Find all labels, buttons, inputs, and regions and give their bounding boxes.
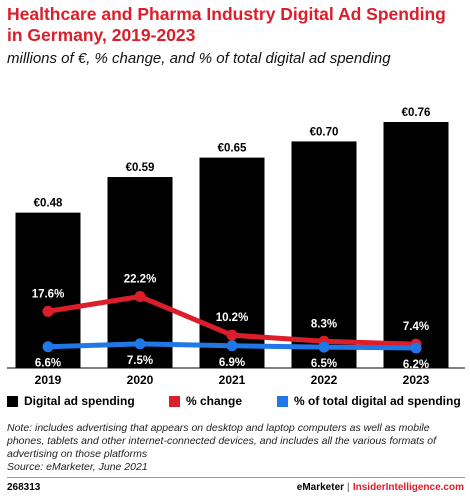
- chart-note: Note: includes advertising that appears …: [7, 422, 465, 474]
- bar-label-2019: €0.48: [34, 198, 63, 210]
- x-tick-2019: 2019: [35, 373, 62, 387]
- change-label-2020: 22.2%: [124, 274, 157, 286]
- share-point-2023: [410, 342, 422, 354]
- share-label-2019: 6.6%: [35, 358, 61, 370]
- bar-label-2022: €0.70: [310, 126, 339, 138]
- legend-item-bar: Digital ad spending: [7, 394, 135, 408]
- note-text: Note: includes advertising that appears …: [7, 422, 437, 460]
- share-label-2022: 6.5%: [311, 358, 337, 370]
- bar-label-2020: €0.59: [126, 162, 155, 174]
- chart-title: Healthcare and Pharma Industry Digital A…: [7, 4, 446, 45]
- bar-2022: [291, 141, 357, 368]
- x-tick-2023: 2023: [403, 373, 430, 387]
- x-tick-2022: 2022: [311, 373, 338, 387]
- change-point-2020: [134, 291, 146, 303]
- legend-item-change: % change: [169, 394, 242, 408]
- bar-label-2023: €0.76: [402, 107, 431, 119]
- chart-subtitle: millions of €, % change, and % of total …: [7, 50, 391, 67]
- brand-insider-link[interactable]: InsiderIntelligence.com: [352, 482, 464, 493]
- legend-swatch-bar: [7, 395, 18, 407]
- share-point-2020: [134, 338, 146, 350]
- share-point-2022: [318, 341, 330, 353]
- share-label-2021: 6.9%: [219, 357, 245, 369]
- x-tick-2021: 2021: [219, 373, 246, 387]
- legend-label-share: % of total digital ad spending: [294, 394, 461, 408]
- share-label-2023: 6.2%: [403, 359, 429, 371]
- footer-brand: eMarketer | InsiderIntelligence.com: [297, 482, 464, 493]
- share-point-2021: [226, 340, 238, 352]
- legend-item-share: % of total digital ad spending: [277, 394, 461, 408]
- legend: Digital ad spending % change % of total …: [7, 394, 467, 412]
- x-tick-2020: 2020: [127, 373, 154, 387]
- change-label-2023: 7.4%: [403, 321, 429, 333]
- brand-separator: |: [347, 482, 350, 493]
- change-label-2019: 17.6%: [32, 288, 65, 300]
- chart-id: 268313: [7, 482, 41, 493]
- chart-canvas: €0.48 €0.59 €0.65 €0.70 €0.76 2019 2020 2021 202…: [7, 107, 465, 387]
- footer-divider: [7, 477, 465, 478]
- change-point-2019: [42, 305, 54, 317]
- share-label-2020: 7.5%: [127, 355, 153, 367]
- brand-emarketer: eMarketer: [296, 482, 345, 493]
- legend-label-change: % change: [186, 394, 243, 408]
- legend-swatch-change: [169, 395, 180, 407]
- bar-2020: [107, 177, 173, 368]
- change-point-2021: [226, 329, 238, 341]
- source-text: Source: eMarketer, June 2021: [7, 461, 148, 473]
- legend-swatch-share: [277, 395, 288, 407]
- change-label-2022: 8.3%: [311, 318, 337, 330]
- change-label-2021: 10.2%: [216, 312, 249, 324]
- share-point-2019: [42, 341, 54, 353]
- bar-label-2021: €0.65: [218, 143, 247, 155]
- legend-label-bar: Digital ad spending: [24, 394, 135, 408]
- bar-2023: [383, 122, 449, 368]
